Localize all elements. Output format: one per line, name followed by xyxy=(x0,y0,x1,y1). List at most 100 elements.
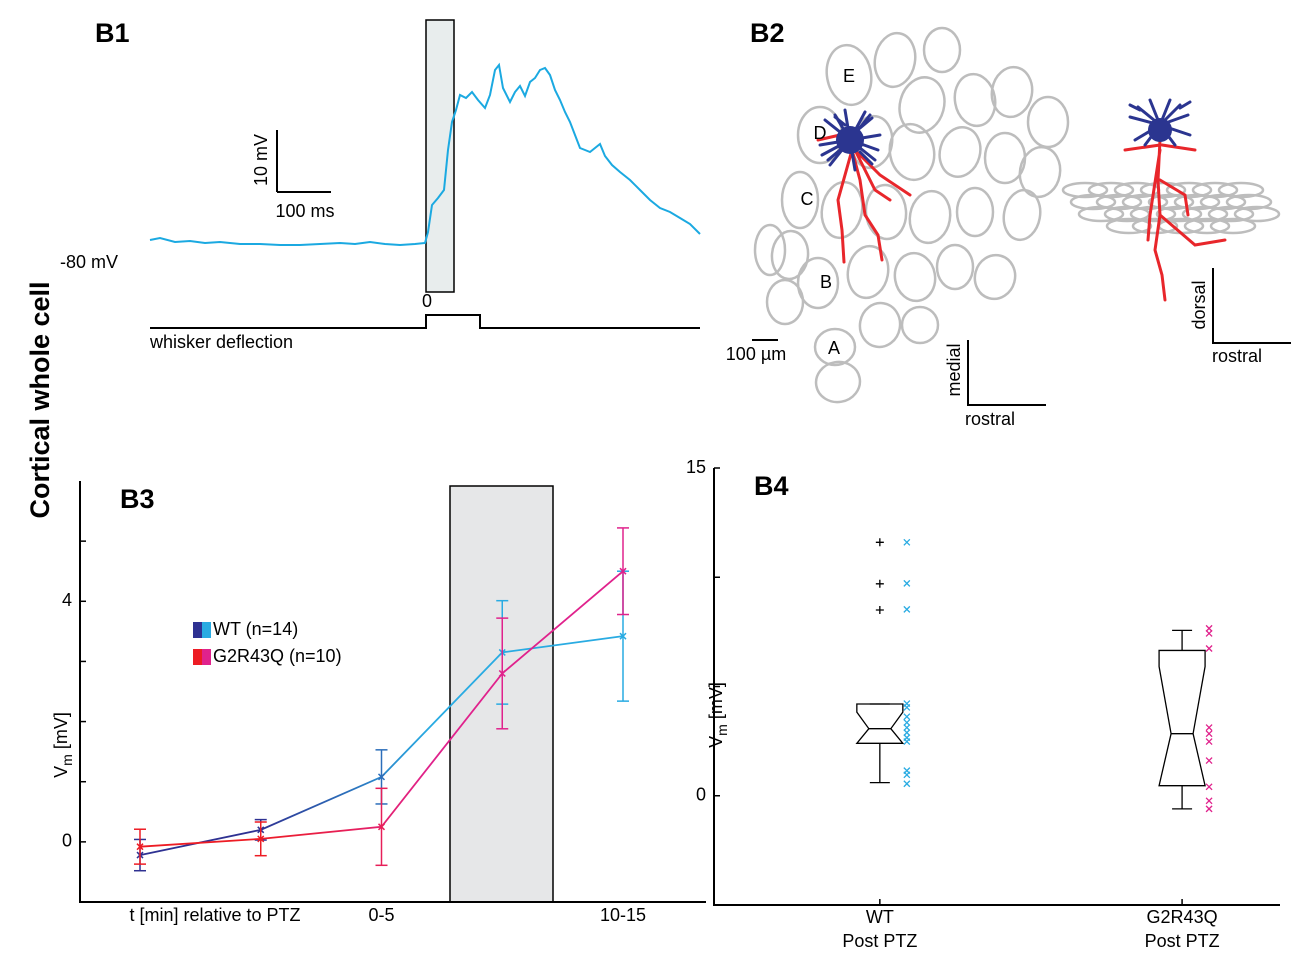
point xyxy=(1205,797,1213,805)
legend-swatch xyxy=(193,649,202,665)
barrel xyxy=(938,126,982,178)
barrel xyxy=(1077,205,1125,223)
point xyxy=(903,538,911,546)
marker xyxy=(377,823,386,831)
barrel xyxy=(864,183,908,241)
barrel xyxy=(780,170,820,230)
barrel xyxy=(796,256,840,310)
legend-swatch xyxy=(202,622,211,638)
y-tick-label: 15 xyxy=(686,457,706,477)
whisker xyxy=(1172,629,1193,651)
point xyxy=(903,771,911,779)
barrel xyxy=(814,360,862,404)
legend-swatch xyxy=(202,649,211,665)
barrel xyxy=(1061,181,1109,199)
flier xyxy=(875,606,884,615)
barrel xyxy=(922,26,962,74)
barrel xyxy=(1026,95,1070,149)
box xyxy=(1158,649,1206,787)
barrel xyxy=(1131,217,1179,235)
barrel xyxy=(1183,217,1231,235)
y-label-unit: [mV] xyxy=(706,682,726,724)
barrel xyxy=(990,65,1034,119)
x-tick-sublabel: Post PTZ xyxy=(1145,931,1220,951)
point xyxy=(903,704,911,711)
barrel-label: C xyxy=(801,189,814,209)
y-tick-label: 0 xyxy=(696,785,706,805)
scale-label: 100 µm xyxy=(726,344,786,364)
point xyxy=(903,738,911,746)
point xyxy=(1205,645,1213,652)
point xyxy=(903,724,911,732)
x-tick-label: 0-5 xyxy=(368,905,394,925)
axis-label: rostral xyxy=(965,409,1015,429)
x-axis-label: t [min] relative to PTZ xyxy=(129,905,300,925)
barrel xyxy=(813,327,857,367)
marker xyxy=(619,567,627,575)
x-tick-sublabel: Post PTZ xyxy=(842,931,917,951)
panel-label: B2 xyxy=(750,18,785,48)
marker xyxy=(619,632,627,640)
flier xyxy=(875,538,884,547)
point xyxy=(1205,805,1213,813)
point xyxy=(903,713,911,721)
whisker xyxy=(1172,785,1193,810)
panel-label: B4 xyxy=(754,471,789,501)
barrel xyxy=(873,31,917,89)
y-axis-label: Vm [mV] xyxy=(706,682,730,748)
scale-label: 100 ms xyxy=(275,201,334,221)
barrel-side-view xyxy=(1061,181,1281,235)
barrel xyxy=(753,223,787,277)
soma xyxy=(1148,118,1172,142)
barrel xyxy=(1181,205,1229,223)
stim-label: whisker deflection xyxy=(149,332,293,352)
barrel xyxy=(1129,205,1177,223)
barrel xyxy=(888,122,936,182)
legend-label: G2R43Q (n=10) xyxy=(213,646,342,666)
point xyxy=(1205,730,1213,738)
y-label-symbol: V xyxy=(706,736,726,748)
point xyxy=(903,605,911,613)
flier xyxy=(875,579,884,588)
point xyxy=(903,579,911,587)
stim-trace xyxy=(150,314,700,329)
panel-label: B1 xyxy=(95,18,130,48)
point xyxy=(1205,624,1213,632)
neuron-side xyxy=(1123,98,1227,302)
axes-indicator xyxy=(967,340,1046,406)
x-tick-label: WT xyxy=(866,907,894,927)
barrel xyxy=(908,189,952,245)
barrel xyxy=(900,305,940,345)
barrel-label: A xyxy=(828,338,840,358)
point xyxy=(1205,757,1213,765)
axis-label: dorsal xyxy=(1189,280,1209,329)
barrel xyxy=(935,243,975,291)
point xyxy=(1205,629,1213,637)
barrel xyxy=(893,251,937,303)
point xyxy=(1205,738,1213,746)
panel-label: B3 xyxy=(120,484,155,514)
barrel-label: B xyxy=(820,272,832,292)
y-label-symbol: V xyxy=(51,766,71,778)
barrel xyxy=(820,180,864,240)
barrel xyxy=(1002,188,1042,242)
marker xyxy=(498,669,506,677)
y-tick-label: 4 xyxy=(62,590,72,610)
barrel xyxy=(846,244,890,300)
barrel-label: E xyxy=(843,66,855,86)
barrel xyxy=(1105,217,1153,235)
axes-indicator xyxy=(1212,268,1291,344)
barrel xyxy=(825,43,873,107)
barrel xyxy=(1018,145,1062,199)
barrel-map xyxy=(753,26,1070,404)
stim-window xyxy=(425,19,455,293)
barrel-label: D xyxy=(814,123,827,143)
legend-swatch xyxy=(193,622,202,638)
whisker xyxy=(869,743,890,784)
barrel xyxy=(898,76,946,134)
baseline-label: -80 mV xyxy=(60,252,118,272)
point xyxy=(903,719,911,727)
barrel xyxy=(1233,205,1281,223)
barrel xyxy=(1069,193,1117,211)
